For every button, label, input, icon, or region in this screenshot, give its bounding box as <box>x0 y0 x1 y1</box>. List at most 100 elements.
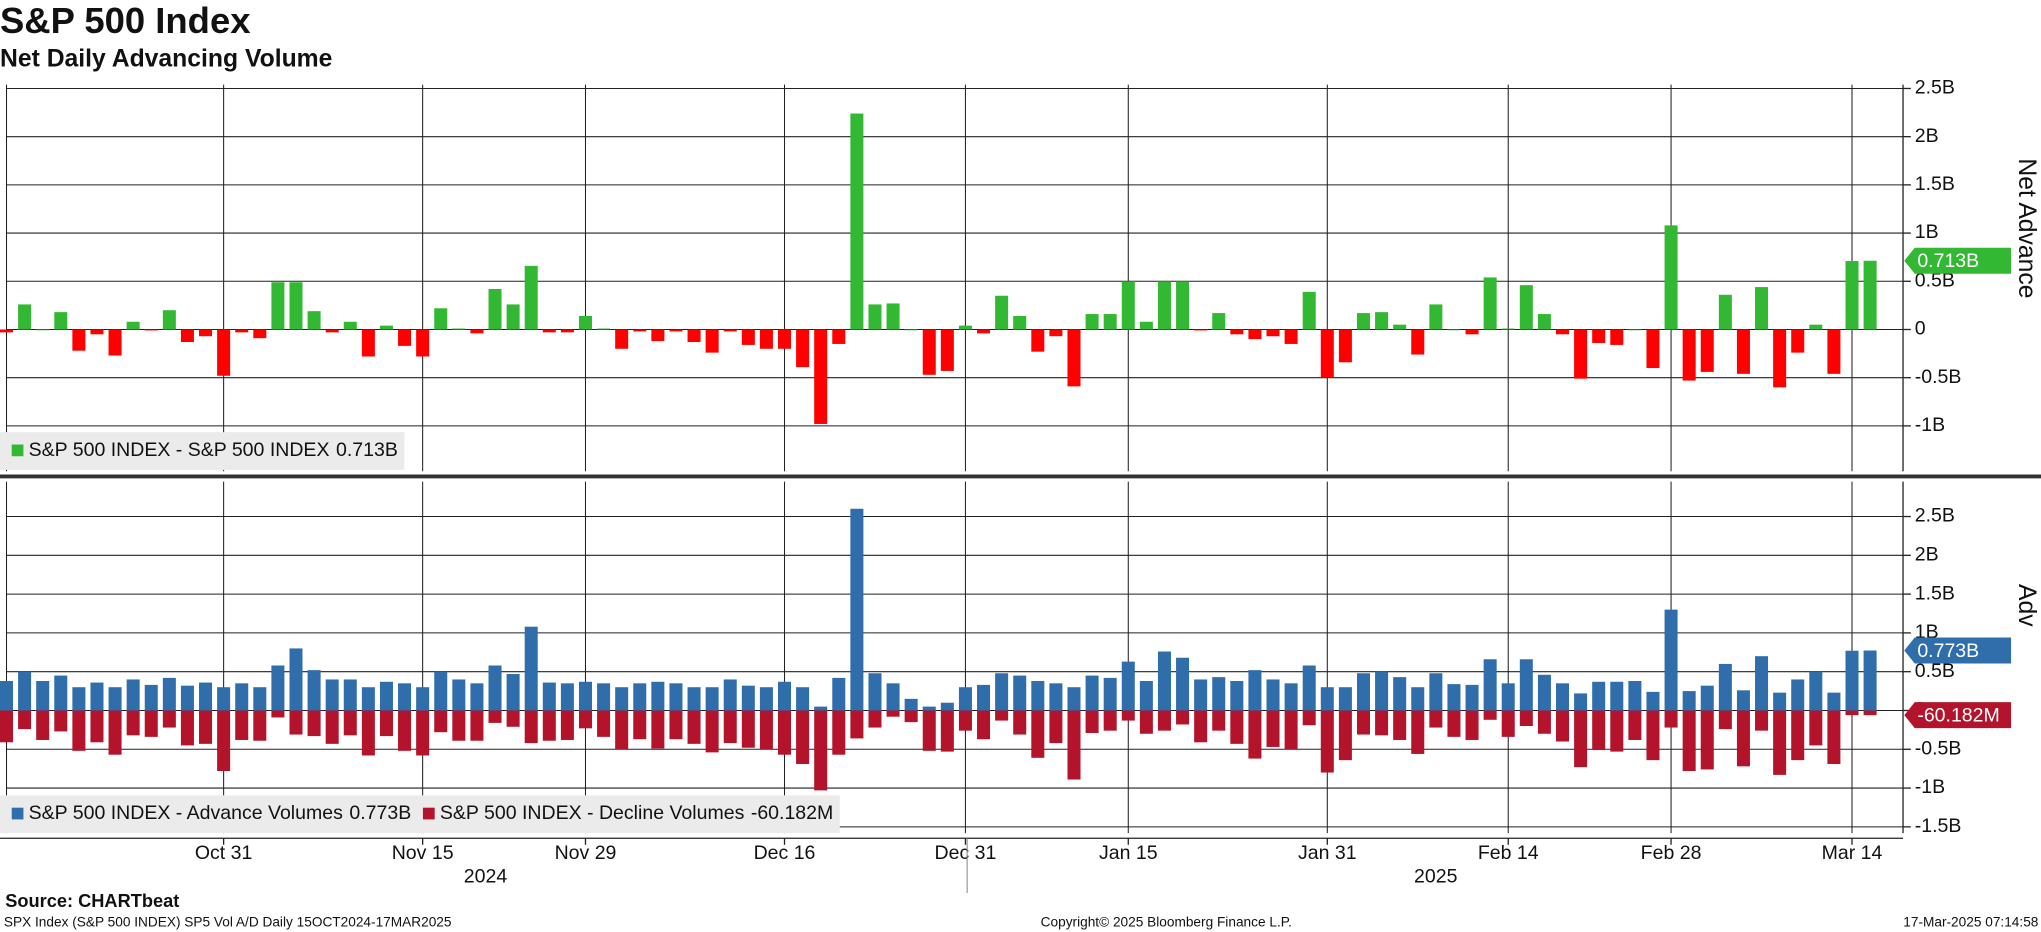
bar <box>1718 294 1732 330</box>
bar <box>741 329 755 345</box>
footer-center: Copyright© 2025 Bloomberg Finance L.P. <box>1041 914 1292 929</box>
bar <box>1212 313 1226 330</box>
bar <box>36 710 50 740</box>
y-tick-label: -0.5B <box>1915 737 1962 759</box>
bar <box>723 679 737 711</box>
bar <box>633 683 647 711</box>
bar <box>1212 677 1226 711</box>
bar <box>1411 329 1425 355</box>
bar <box>235 710 249 740</box>
bar <box>814 706 828 711</box>
bar <box>1791 329 1805 353</box>
bar <box>1085 314 1099 330</box>
bar <box>1085 710 1099 733</box>
bar <box>977 329 991 334</box>
bar <box>1628 329 1642 331</box>
bar <box>1248 670 1262 711</box>
bar <box>1755 287 1769 330</box>
x-tick-label: Mar 14 <box>1822 842 1883 864</box>
bar <box>1302 665 1316 711</box>
bar <box>1610 681 1624 711</box>
bar <box>1447 710 1461 737</box>
bar <box>1501 683 1515 711</box>
bar <box>108 710 122 755</box>
bar <box>597 328 611 330</box>
bar <box>0 329 14 333</box>
bar <box>560 710 574 740</box>
bar <box>1501 328 1515 330</box>
bar <box>687 710 701 744</box>
bar <box>1230 681 1244 711</box>
bar <box>796 329 810 368</box>
bar <box>452 328 466 330</box>
bar <box>1284 329 1298 344</box>
bar <box>958 710 972 731</box>
bar <box>1429 710 1443 728</box>
bar <box>361 687 375 711</box>
bar <box>1483 710 1497 720</box>
legend-name: S&P 500 INDEX - Decline Volumes <box>440 802 745 824</box>
bar <box>1013 315 1027 330</box>
bar <box>796 687 810 711</box>
bar <box>361 710 375 756</box>
bar <box>506 674 520 711</box>
bar <box>1537 710 1551 734</box>
bar <box>72 710 86 751</box>
bar <box>597 710 611 737</box>
bar <box>633 329 647 332</box>
bar <box>922 706 936 711</box>
bar <box>1375 710 1389 736</box>
bar <box>253 687 267 711</box>
bar <box>1827 329 1841 374</box>
bar <box>180 329 194 343</box>
bar <box>1176 657 1190 711</box>
bar <box>922 329 936 375</box>
value-tag <box>1904 247 2012 274</box>
bar <box>1049 329 1063 337</box>
bar <box>886 710 900 717</box>
bar <box>217 710 231 772</box>
bar <box>506 710 520 727</box>
bar <box>470 329 484 334</box>
bar <box>343 679 357 711</box>
bar <box>1809 671 1823 711</box>
value-tag-label: 0.773B <box>1917 640 1979 662</box>
legend: S&P 500 INDEX - Advance Volumes 0.773B S&P… <box>0 795 840 834</box>
bar <box>1863 260 1877 330</box>
bar <box>325 329 339 333</box>
y-tick-label: 2B <box>1915 125 1939 147</box>
bar <box>1483 659 1497 711</box>
bar <box>452 679 466 711</box>
bar <box>1031 710 1045 758</box>
bar <box>1194 710 1208 743</box>
bar <box>54 675 68 711</box>
bar <box>1628 681 1642 711</box>
bar <box>524 626 538 711</box>
legend-value: -60.182M <box>751 802 833 824</box>
bar <box>1157 281 1171 330</box>
bar <box>1230 710 1244 744</box>
bar <box>1356 710 1370 735</box>
y-tick-label: -1B <box>1915 414 1945 436</box>
bar <box>1338 329 1352 363</box>
bar <box>162 310 176 330</box>
bar <box>452 710 466 741</box>
bar <box>0 710 14 743</box>
bar <box>54 312 68 330</box>
bar <box>904 329 918 331</box>
bar <box>759 710 773 750</box>
bar <box>379 325 393 330</box>
bar <box>289 282 303 330</box>
y-tick-label: -1B <box>1915 776 1945 798</box>
bar <box>705 329 719 353</box>
bar <box>1628 710 1642 740</box>
bar <box>1827 710 1841 765</box>
bar <box>560 683 574 711</box>
bar <box>778 710 792 755</box>
bar <box>832 329 846 344</box>
bar <box>488 288 502 330</box>
bar <box>578 710 592 729</box>
legend: S&P 500 INDEX - S&P 500 INDEX 0.713B <box>0 432 405 470</box>
bar <box>1845 650 1859 711</box>
bar <box>325 710 339 744</box>
